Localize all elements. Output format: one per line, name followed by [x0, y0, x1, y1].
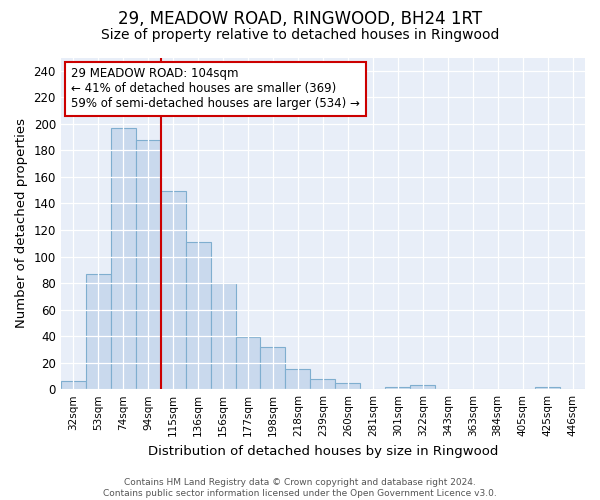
X-axis label: Distribution of detached houses by size in Ringwood: Distribution of detached houses by size …	[148, 444, 498, 458]
Bar	[211, 283, 236, 389]
Bar	[161, 192, 185, 389]
Text: 29, MEADOW ROAD, RINGWOOD, BH24 1RT: 29, MEADOW ROAD, RINGWOOD, BH24 1RT	[118, 10, 482, 28]
Bar	[61, 381, 86, 389]
Bar	[410, 385, 435, 389]
Text: Size of property relative to detached houses in Ringwood: Size of property relative to detached ho…	[101, 28, 499, 42]
Bar	[136, 140, 161, 389]
Text: 29 MEADOW ROAD: 104sqm
← 41% of detached houses are smaller (369)
59% of semi-de: 29 MEADOW ROAD: 104sqm ← 41% of detached…	[71, 68, 360, 110]
Y-axis label: Number of detached properties: Number of detached properties	[15, 118, 28, 328]
Text: Contains HM Land Registry data © Crown copyright and database right 2024.
Contai: Contains HM Land Registry data © Crown c…	[103, 478, 497, 498]
Bar	[260, 346, 286, 389]
Bar	[310, 378, 335, 389]
Bar	[335, 382, 361, 389]
Bar	[111, 128, 136, 389]
Bar	[385, 386, 410, 389]
Bar	[286, 370, 310, 389]
Bar	[535, 386, 560, 389]
Bar	[236, 338, 260, 389]
Bar	[185, 242, 211, 389]
Bar	[86, 274, 111, 389]
